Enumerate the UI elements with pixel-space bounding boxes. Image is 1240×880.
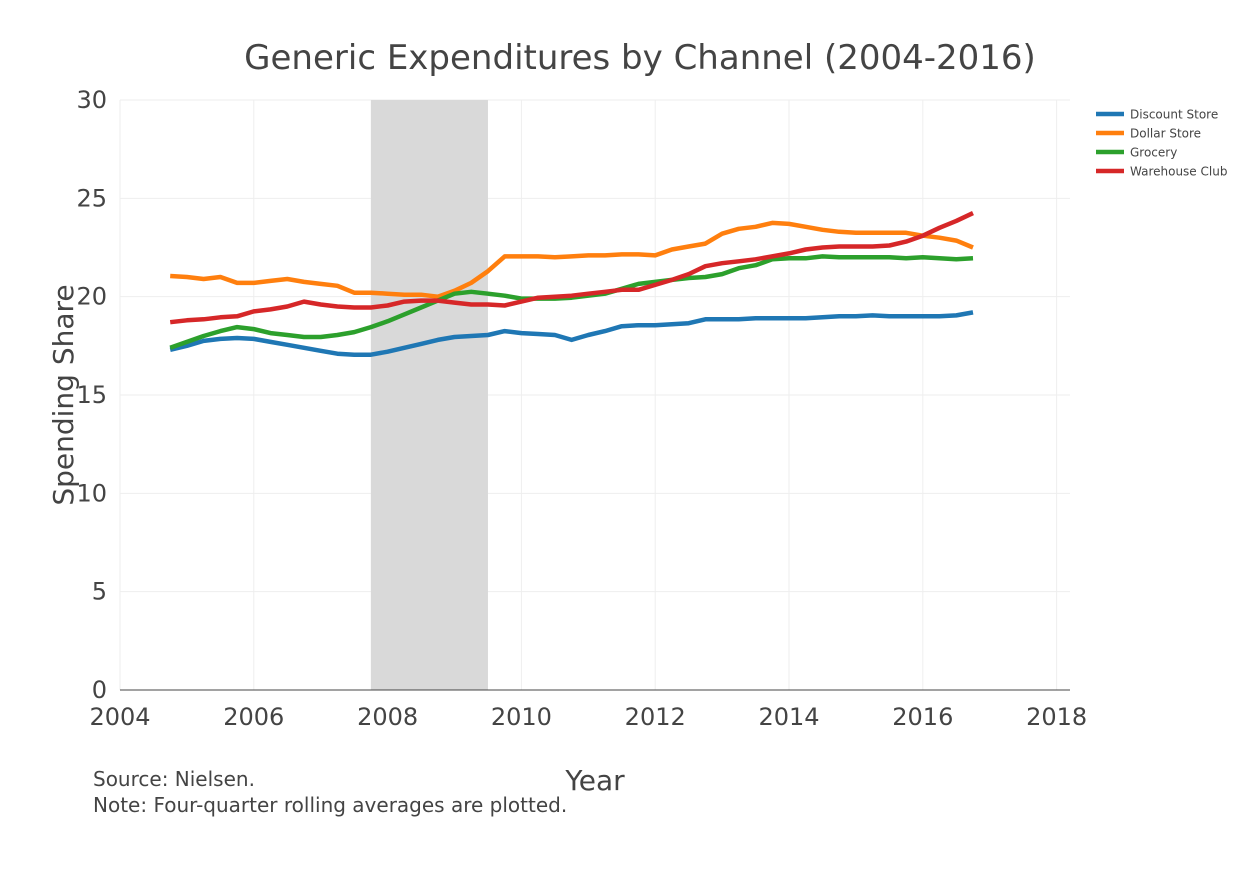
x-tick-labels: 2004 2006 2008 2010 2012 2014 2016 2018	[89, 703, 1087, 731]
legend-item-label: Discount Store	[1130, 108, 1218, 122]
x-tick-label: 2010	[491, 703, 552, 731]
x-tick-label: 2006	[223, 703, 284, 731]
grid-lines	[119, 99, 1070, 690]
legend-item-label: Dollar Store	[1130, 127, 1201, 141]
x-axis-title: Year	[564, 764, 625, 797]
series-line-dollar-store	[170, 220, 974, 299]
y-tick-label: 20	[76, 283, 107, 311]
y-tick-label: 15	[76, 381, 107, 409]
plot-note: Note: Four-quarter rolling averages are …	[93, 793, 568, 817]
x-tick-label: 2004	[89, 703, 150, 731]
legend-item-label: Grocery	[1130, 146, 1177, 160]
x-tick-label: 2014	[758, 703, 819, 731]
x-tick-label: 2018	[1026, 703, 1087, 731]
chart-title: Generic Expenditures by Channel (2004-20…	[244, 38, 1036, 78]
y-tick-label: 5	[92, 578, 107, 606]
recession-shaded-region	[370, 100, 488, 690]
source-note: Source: Nielsen.	[93, 767, 255, 791]
x-tick-label: 2012	[625, 703, 686, 731]
x-tick-label: 2008	[357, 703, 418, 731]
y-tick-label: 10	[76, 479, 107, 507]
legend: Discount Store Dollar Store Grocery Warehou…	[1096, 108, 1227, 179]
y-tick-label: 25	[76, 184, 107, 212]
y-tick-label: 0	[92, 676, 107, 704]
y-axis-title: Spending Share	[47, 284, 80, 505]
x-tick-label: 2016	[892, 703, 953, 731]
series-line-warehouse-club	[169, 211, 974, 325]
y-tick-labels: 0 5 10 15 20 25 30	[76, 86, 107, 704]
legend-item-label: Warehouse Club	[1130, 165, 1227, 179]
series-line-discount-store	[169, 310, 974, 357]
series-lines	[169, 211, 974, 357]
y-tick-label: 30	[76, 86, 107, 114]
series-line-grocery	[169, 254, 974, 350]
